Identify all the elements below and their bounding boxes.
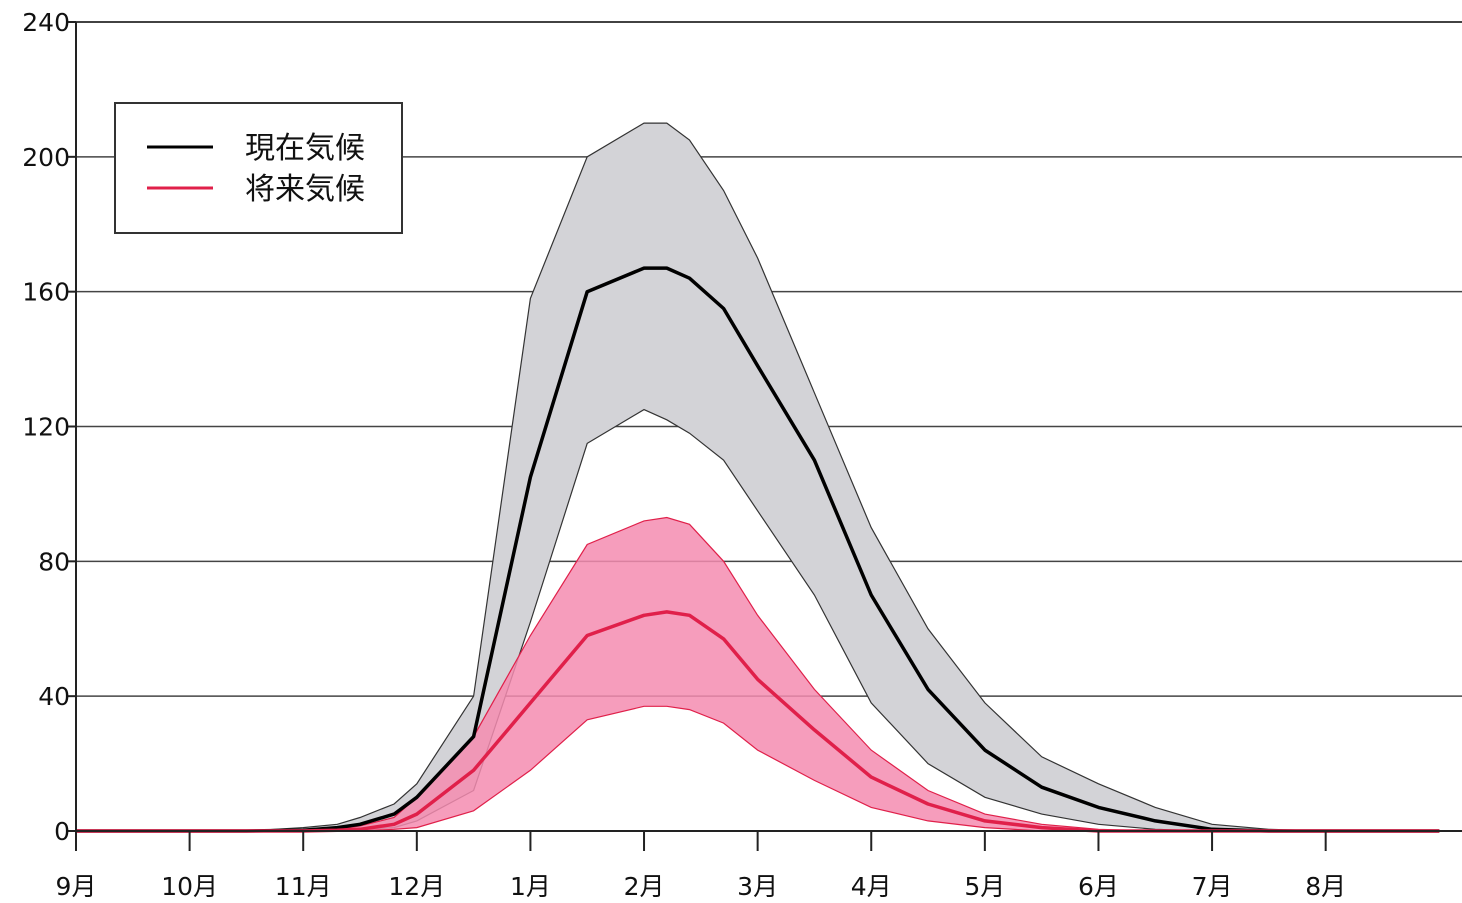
legend-box	[114, 102, 403, 234]
line-current	[76, 266, 1440, 833]
x-tick-label: 5月	[964, 872, 1005, 901]
y-tick-label: 80	[38, 547, 70, 576]
x-tick-label: 12月	[388, 872, 445, 901]
x-tick-label: 11月	[275, 872, 332, 901]
x-tick-label: 10月	[161, 872, 218, 901]
x-tick-label: 7月	[1192, 872, 1233, 901]
x-axis-ticks: 9月 10月 11月 12月 1月 2月 3月 4月 5月 6月 7月 8月	[56, 831, 1346, 901]
y-tick-label: 0	[54, 817, 70, 846]
x-tick-label: 9月	[56, 872, 97, 901]
y-tick-label: 40	[38, 682, 70, 711]
y-axis-ticks: 0 40 80 120 160 200 240	[22, 8, 76, 846]
y-tick-label: 160	[22, 278, 70, 307]
band-future	[76, 516, 1440, 832]
x-tick-label: 4月	[851, 872, 892, 901]
x-tick-label: 2月	[624, 872, 665, 901]
y-tick-label: 120	[22, 413, 70, 442]
legend: 現在気候 将来気候	[114, 102, 403, 234]
legend-label-future: 将来気候	[245, 172, 365, 207]
x-tick-label: 6月	[1078, 872, 1119, 901]
x-tick-label: 3月	[737, 872, 778, 901]
legend-label-current: 現在気候	[245, 131, 365, 166]
x-tick-label: 8月	[1305, 872, 1346, 901]
uncertainty-bands	[76, 122, 1440, 832]
y-tick-label: 200	[22, 143, 70, 172]
y-tick-label: 240	[22, 8, 70, 37]
x-tick-label: 1月	[510, 872, 551, 901]
